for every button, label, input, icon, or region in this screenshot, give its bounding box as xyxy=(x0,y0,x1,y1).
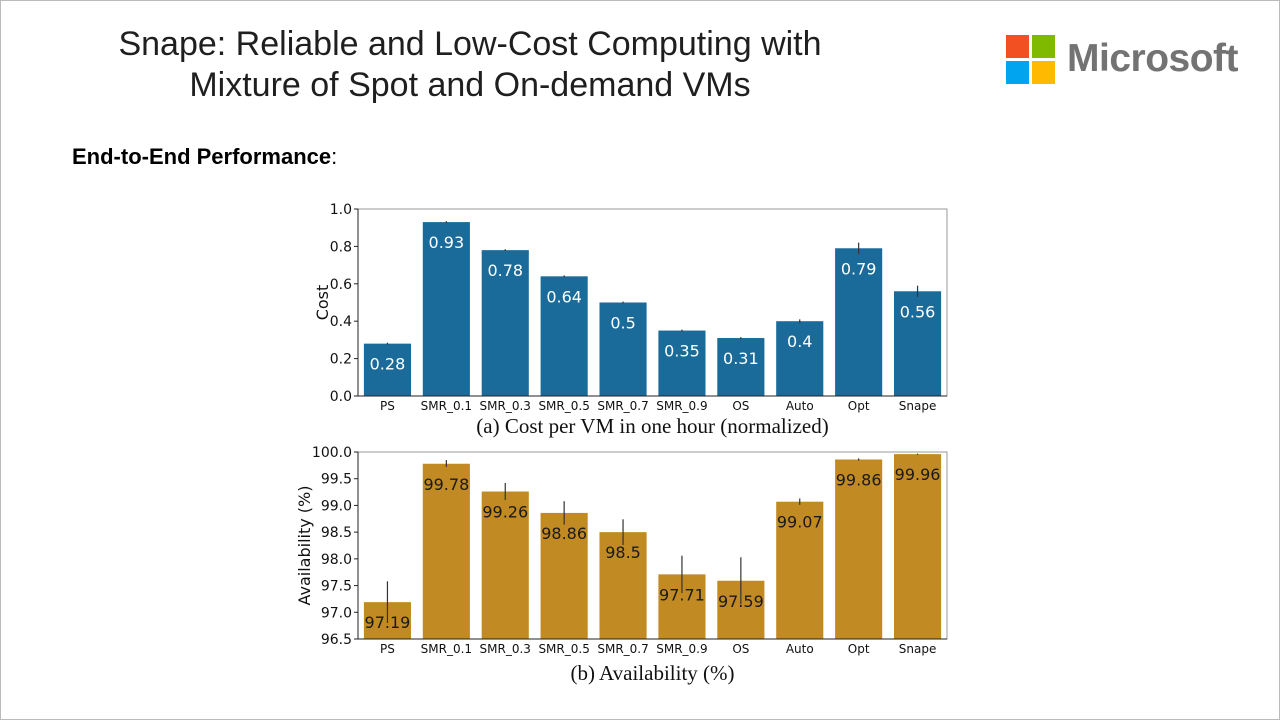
section-heading: End-to-End Performance: xyxy=(72,144,337,170)
x-tick-label: SMR_0.5 xyxy=(538,399,589,413)
bar-snape xyxy=(893,454,942,639)
data-label: 99.96 xyxy=(895,465,941,484)
x-tick-label: Auto xyxy=(786,399,814,413)
x-tick-label: SMR_0.7 xyxy=(597,642,648,656)
bar-ps xyxy=(363,343,412,396)
data-label: 97.19 xyxy=(365,613,411,632)
y-tick-label: 98.0 xyxy=(321,552,352,568)
y-tick-label: 100.0 xyxy=(312,445,352,461)
x-tick-label: SMR_0.9 xyxy=(656,399,707,413)
bar-auto xyxy=(776,501,824,639)
x-tick-label: SMR_0.1 xyxy=(421,642,472,656)
bar-smr-0-5 xyxy=(540,512,588,639)
x-tick-label: Snape xyxy=(899,399,937,413)
data-label: 99.26 xyxy=(482,503,528,522)
x-tick-label: Opt xyxy=(848,399,870,413)
x-tick-label: Auto xyxy=(786,642,814,656)
section-colon: : xyxy=(331,144,338,169)
y-tick-label: 0.0 xyxy=(330,389,352,405)
data-label: 0.79 xyxy=(841,259,877,278)
bar-smr-0-5 xyxy=(540,276,588,396)
bar-smr-0-3 xyxy=(481,250,529,396)
bar-smr-0-7 xyxy=(599,532,647,639)
data-label: 0.93 xyxy=(429,233,465,252)
x-tick-label: OS xyxy=(732,642,749,656)
data-label: 0.28 xyxy=(370,355,406,374)
microsoft-logo-icon xyxy=(1006,35,1056,85)
chart-caption: (b) Availability (%) xyxy=(570,661,734,685)
x-tick-label: SMR_0.3 xyxy=(480,642,531,656)
y-tick-label: 0.6 xyxy=(330,277,352,293)
bar-smr-0-1 xyxy=(422,463,470,639)
data-label: 99.07 xyxy=(777,513,823,532)
bar-smr-0-9 xyxy=(658,330,706,396)
x-tick-label: PS xyxy=(380,642,395,656)
bar-smr-0-7 xyxy=(599,302,647,396)
y-tick-label: 0.4 xyxy=(330,314,352,330)
bar-snape xyxy=(893,291,942,396)
slide-title: Snape: Reliable and Low-Cost Computing w… xyxy=(40,24,900,106)
y-tick-label: 99.0 xyxy=(321,498,352,514)
bar-smr-0-1 xyxy=(422,222,470,396)
title-line-1: Snape: Reliable and Low-Cost Computing w… xyxy=(118,25,822,63)
x-tick-label: SMR_0.7 xyxy=(597,399,648,413)
data-label: 0.35 xyxy=(664,342,700,361)
data-label: 98.5 xyxy=(605,543,641,562)
data-label: 97.59 xyxy=(718,592,764,611)
data-label: 0.31 xyxy=(723,349,759,368)
x-tick-label: SMR_0.5 xyxy=(538,642,589,656)
y-tick-label: 97.0 xyxy=(321,605,352,621)
bar-os xyxy=(717,338,765,396)
x-tick-label: SMR_0.1 xyxy=(421,399,472,413)
x-tick-label: OS xyxy=(732,399,749,413)
data-label: 98.86 xyxy=(541,524,587,543)
data-label: 0.5 xyxy=(610,314,635,333)
y-tick-label: 97.5 xyxy=(321,579,352,595)
chart-caption: (a) Cost per VM in one hour (normalized) xyxy=(476,414,828,438)
bar-opt xyxy=(835,459,883,639)
data-label: 97.71 xyxy=(659,585,705,604)
y-axis-title: Availability (%) xyxy=(295,486,314,606)
y-tick-label: 0.8 xyxy=(330,239,352,255)
y-tick-label: 1.0 xyxy=(330,202,352,218)
x-tick-label: SMR_0.3 xyxy=(480,399,531,413)
x-tick-label: Opt xyxy=(848,642,870,656)
y-tick-label: 98.5 xyxy=(321,525,352,541)
y-tick-label: 96.5 xyxy=(321,632,352,648)
data-label: 99.78 xyxy=(423,475,469,494)
data-label: 0.64 xyxy=(546,287,582,306)
bar-opt xyxy=(835,248,883,396)
x-tick-label: Snape xyxy=(899,642,937,656)
section-heading-text: End-to-End Performance xyxy=(72,144,332,169)
y-axis-title: Cost xyxy=(313,285,332,321)
x-tick-label: SMR_0.9 xyxy=(656,642,707,656)
x-tick-label: PS xyxy=(380,399,395,413)
data-label: 0.56 xyxy=(900,302,936,321)
bar-auto xyxy=(776,321,824,396)
data-label: 99.86 xyxy=(836,470,882,489)
data-label: 0.4 xyxy=(787,332,812,351)
data-label: 0.78 xyxy=(487,261,523,280)
title-line-2: Mixture of Spot and On-demand VMs xyxy=(189,66,751,104)
bar-smr-0-3 xyxy=(481,491,529,639)
microsoft-logo-text: Microsoft xyxy=(1067,37,1239,80)
y-tick-label: 0.2 xyxy=(330,352,352,368)
y-tick-label: 99.5 xyxy=(321,472,352,488)
